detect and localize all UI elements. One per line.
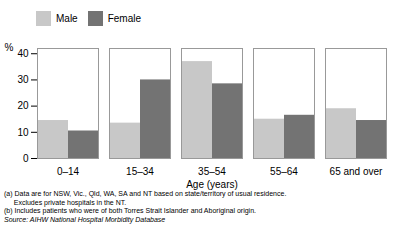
- svg-text:15–34: 15–34: [126, 166, 154, 177]
- svg-text:55–64: 55–64: [270, 166, 298, 177]
- html-text:(a) Data are for NSW, Vic., Ql: (a) Data are for NSW, Vic., Qld, WA, SA …: [4, 190, 287, 197]
- svg-text:Age (years): Age (years): [186, 179, 238, 190]
- svg-text:0–14: 0–14: [57, 166, 80, 177]
- html-text:Source: AIHW National Hospital: Source: AIHW National Hospital Morbidity…: [4, 215, 166, 223]
- svg-text:30: 30: [17, 74, 29, 85]
- svg-text:20: 20: [17, 100, 29, 111]
- svg-text:65 and over: 65 and over: [330, 166, 383, 177]
- svg-text:10: 10: [17, 127, 29, 138]
- svg-text:40: 40: [17, 48, 29, 59]
- html-text:Male: Male: [56, 13, 78, 24]
- html-text:(b) Includes patients who were: (b) Includes patients who were of both T…: [4, 207, 256, 214]
- svg-text:0: 0: [23, 153, 29, 164]
- svg-text:35–54: 35–54: [198, 166, 226, 177]
- html-text:Female: Female: [107, 13, 141, 24]
- svg-text:%: %: [5, 42, 14, 53]
- html-text:Excludes private hospitals in: Excludes private hospitals in the NT.: [4, 198, 127, 206]
